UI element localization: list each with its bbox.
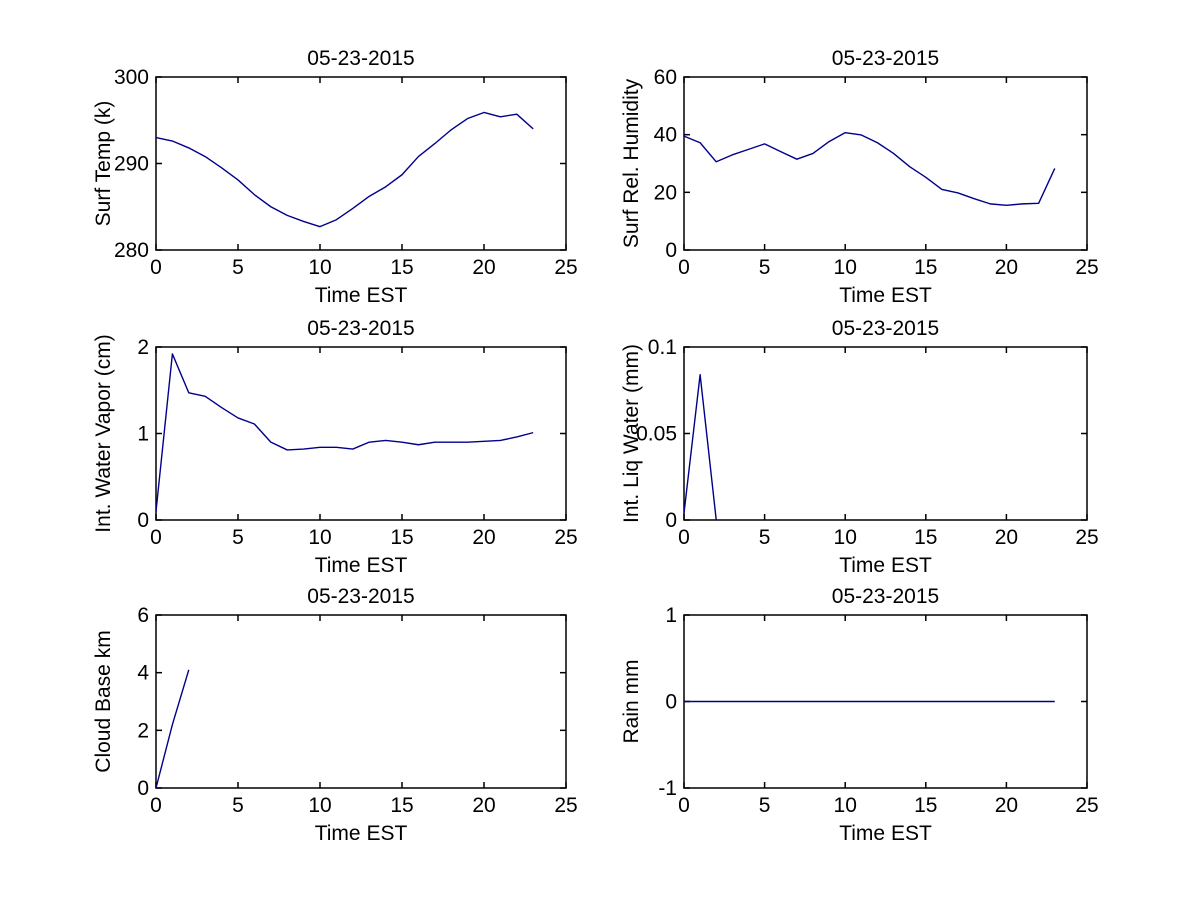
y-tick-label: -1 — [658, 777, 677, 800]
y-axis-label: Int. Water Vapor (cm) — [92, 334, 115, 532]
x-tick-label: 15 — [914, 526, 937, 549]
surf-temp-data-line — [155, 111, 534, 228]
x-tick-label: 10 — [834, 794, 857, 817]
x-tick-label: 15 — [914, 794, 937, 817]
subplot-title: 05-23-2015 — [307, 317, 414, 340]
y-axis-label: Cloud Base km — [92, 630, 115, 772]
x-tick-label: 25 — [554, 256, 577, 279]
x-tick-label: 15 — [390, 256, 413, 279]
x-tick-label: 0 — [678, 526, 690, 549]
axes-box — [155, 614, 567, 789]
axes-box — [155, 346, 567, 521]
subplot-int-water-vapor: 0 5 10 15 20 25 0 1 2 05-23-2015 Time EST Int. Wate… — [92, 317, 578, 577]
cloud-base-data-line — [155, 669, 190, 789]
x-axis-label: Time EST — [315, 554, 408, 577]
y-tick-label: 0 — [665, 691, 677, 714]
x-tick-label: 25 — [1075, 794, 1098, 817]
y-tick-label: 1 — [137, 423, 149, 446]
y-axis-label: Rain mm — [620, 659, 643, 743]
y-tick-label: 60 — [654, 66, 677, 89]
x-tick-label: 15 — [390, 794, 413, 817]
x-tick-label: 5 — [759, 256, 771, 279]
y-tick-label: 4 — [137, 662, 149, 685]
x-tick-label: 20 — [472, 256, 495, 279]
subplot-int-liq-water: 0 5 10 15 20 25 0 0.05 0.1 05-23-2015 Time EST Int.… — [620, 317, 1099, 577]
x-tick-label: 25 — [1075, 256, 1098, 279]
axes-box — [155, 76, 567, 251]
surf-rel-humidity-data-line — [683, 131, 1056, 207]
y-axis-label: Int. Liq Water (mm) — [620, 344, 643, 523]
y-tick-label: 6 — [137, 604, 149, 627]
x-axis-label: Time EST — [315, 822, 408, 845]
x-tick-label: 10 — [308, 794, 331, 817]
y-tick-label: 280 — [114, 239, 149, 262]
x-tick-label: 20 — [995, 794, 1018, 817]
x-tick-label: 20 — [472, 794, 495, 817]
y-axis-label: Surf Rel. Humidity — [620, 78, 643, 248]
y-tick-label: 0 — [665, 239, 677, 262]
int-water-vapor-data-line — [155, 353, 534, 512]
y-tick-label: 2 — [137, 336, 149, 359]
axes-box — [683, 76, 1088, 251]
x-tick-label: 0 — [150, 794, 162, 817]
x-axis-label: Time EST — [839, 822, 932, 845]
x-tick-label: 5 — [759, 526, 771, 549]
x-tick-label: 25 — [1075, 526, 1098, 549]
x-tick-label: 0 — [150, 256, 162, 279]
x-axis-label: Time EST — [839, 554, 932, 577]
x-tick-label: 25 — [554, 794, 577, 817]
y-tick-label: 0 — [137, 509, 149, 532]
subplot-title: 05-23-2015 — [307, 47, 414, 70]
x-axis-label: Time EST — [315, 284, 408, 307]
y-tick-label: 1 — [665, 604, 677, 627]
y-tick-label: 0 — [137, 777, 149, 800]
int-liq-water-data-line — [683, 373, 717, 521]
y-tick-label: 40 — [654, 124, 677, 147]
x-tick-label: 0 — [678, 794, 690, 817]
subplot-title: 05-23-2015 — [832, 47, 939, 70]
y-tick-label: 0.05 — [636, 423, 677, 446]
subplot-surf-temp: 0 5 10 15 20 25 280 290 300 05-23-2015 Time EST Sur… — [92, 47, 578, 307]
x-tick-label: 10 — [308, 526, 331, 549]
x-tick-label: 20 — [995, 526, 1018, 549]
y-axis-label: Surf Temp (k) — [92, 101, 115, 227]
y-tick-label: 290 — [114, 153, 149, 176]
subplot-cloud-base: 0 5 10 15 20 25 0 2 4 6 05-23-2015 Time EST Cloud Ba… — [92, 585, 578, 845]
x-tick-label: 25 — [554, 526, 577, 549]
x-tick-label: 5 — [759, 794, 771, 817]
x-tick-label: 5 — [232, 526, 244, 549]
x-tick-label: 10 — [834, 526, 857, 549]
x-tick-label: 5 — [232, 256, 244, 279]
y-tick-label: 0 — [665, 509, 677, 532]
x-tick-label: 0 — [150, 526, 162, 549]
subplot-title: 05-23-2015 — [307, 585, 414, 608]
x-tick-label: 10 — [834, 256, 857, 279]
subplot-title: 05-23-2015 — [832, 317, 939, 340]
x-tick-label: 20 — [472, 526, 495, 549]
x-tick-label: 10 — [308, 256, 331, 279]
subplot-title: 05-23-2015 — [832, 585, 939, 608]
x-tick-label: 15 — [390, 526, 413, 549]
axes-box — [683, 346, 1088, 521]
y-tick-label: 20 — [654, 181, 677, 204]
y-tick-label: 0.1 — [648, 336, 677, 359]
x-axis-label: Time EST — [839, 284, 932, 307]
x-tick-label: 5 — [232, 794, 244, 817]
subplot-surf-rel-humidity: 0 5 10 15 20 25 0 20 40 60 05-23-2015 Time EST Surf … — [620, 47, 1099, 307]
x-tick-label: 0 — [678, 256, 690, 279]
x-tick-label: 20 — [995, 256, 1018, 279]
x-tick-label: 15 — [914, 256, 937, 279]
y-tick-label: 2 — [137, 719, 149, 742]
y-tick-label: 300 — [114, 66, 149, 89]
